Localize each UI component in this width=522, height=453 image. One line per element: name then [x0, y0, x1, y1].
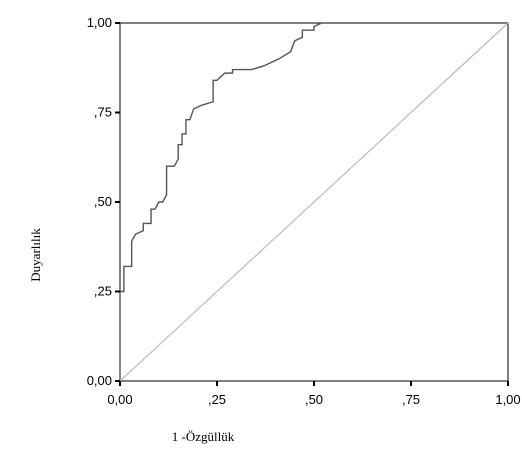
y-tick-label: ,75 — [94, 105, 112, 120]
axes-layer: 0,00 ,25 ,50 ,75 1,00 0,00 ,25 ,50 ,75 1,00 — [87, 15, 521, 407]
y-tick-label: 1,00 — [87, 15, 112, 30]
reference-diagonal-line — [119, 22, 509, 382]
roc-curve-line — [119, 22, 508, 381]
x-tick-label: 1,00 — [495, 392, 520, 407]
x-tick-label: 0,00 — [107, 392, 132, 407]
x-axis-title: 1 -Özgüllük — [172, 429, 235, 444]
x-tick-label: ,75 — [402, 392, 420, 407]
y-tick-label: ,25 — [94, 284, 112, 299]
y-tick-label: ,50 — [94, 194, 112, 209]
y-tick-label: 0,00 — [87, 373, 112, 388]
x-tick-label: ,50 — [305, 392, 323, 407]
x-tick-label: ,25 — [208, 392, 226, 407]
y-axis-title: Duyarlılık — [28, 228, 43, 282]
series-layer — [119, 22, 509, 382]
